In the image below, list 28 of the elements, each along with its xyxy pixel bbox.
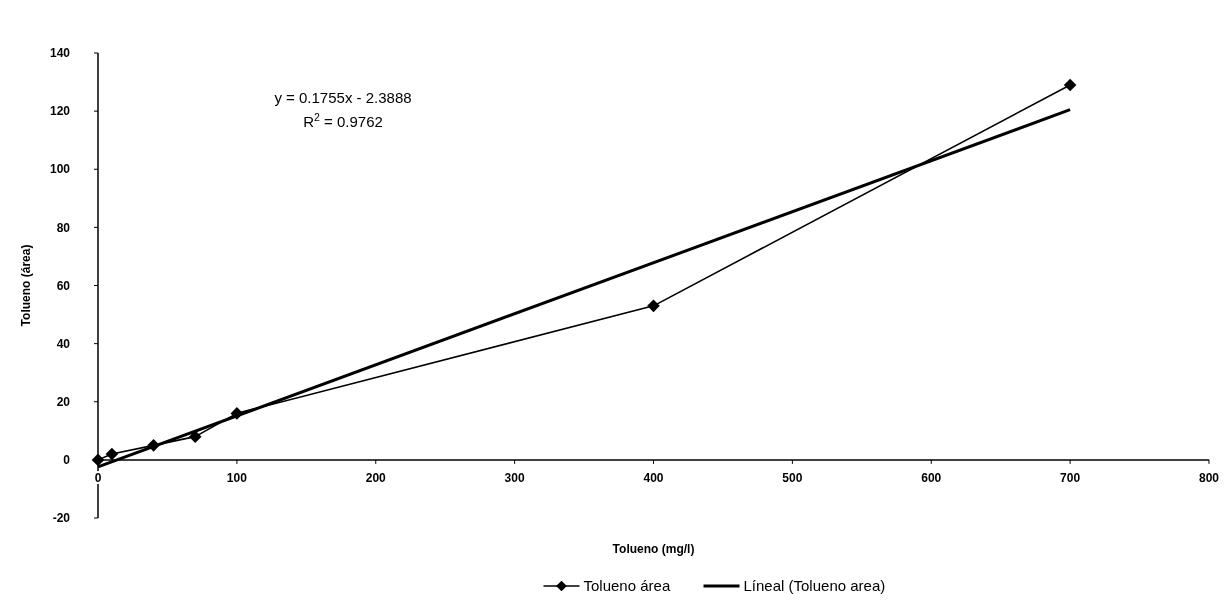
x-tick-label: 800	[1198, 470, 1220, 485]
x-axis-title: Tolueno (mg/l)	[612, 542, 695, 556]
y-tick-label: 140	[49, 46, 71, 61]
annotation: y = 0.1755x - 2.3888	[274, 89, 412, 106]
y-tick-label: 120	[49, 104, 71, 119]
y-tick-label: 80	[56, 220, 71, 235]
point	[188, 430, 202, 443]
y-tick-label: 60	[56, 278, 71, 293]
x-tick-label: 500	[782, 470, 803, 485]
x-tick-label: 700	[1060, 470, 1081, 485]
y-tick-label: 20	[56, 394, 71, 409]
x-tick-label: 300	[504, 470, 525, 485]
point	[91, 453, 105, 467]
y-tick-label: 100	[49, 162, 71, 177]
x-tick-label: 100	[226, 470, 248, 485]
legend-label: Tolueno área	[583, 577, 671, 595]
legend-label: Líneal (Tolueno area)	[743, 577, 886, 595]
point	[1063, 78, 1077, 92]
point	[105, 447, 119, 461]
x-tick-label: 200	[365, 470, 387, 485]
annotation: R$^{2}$ = 0.9762	[303, 111, 383, 130]
y-tick-label: 0	[63, 453, 71, 468]
x-tick-label: 400	[643, 470, 664, 485]
y-axis-title: Tolueno (área)	[19, 244, 33, 327]
y-tick-label: 40	[56, 336, 71, 351]
y-tick-label: -20	[52, 511, 71, 526]
x-tick-label: 600	[921, 470, 942, 485]
point	[647, 299, 660, 313]
